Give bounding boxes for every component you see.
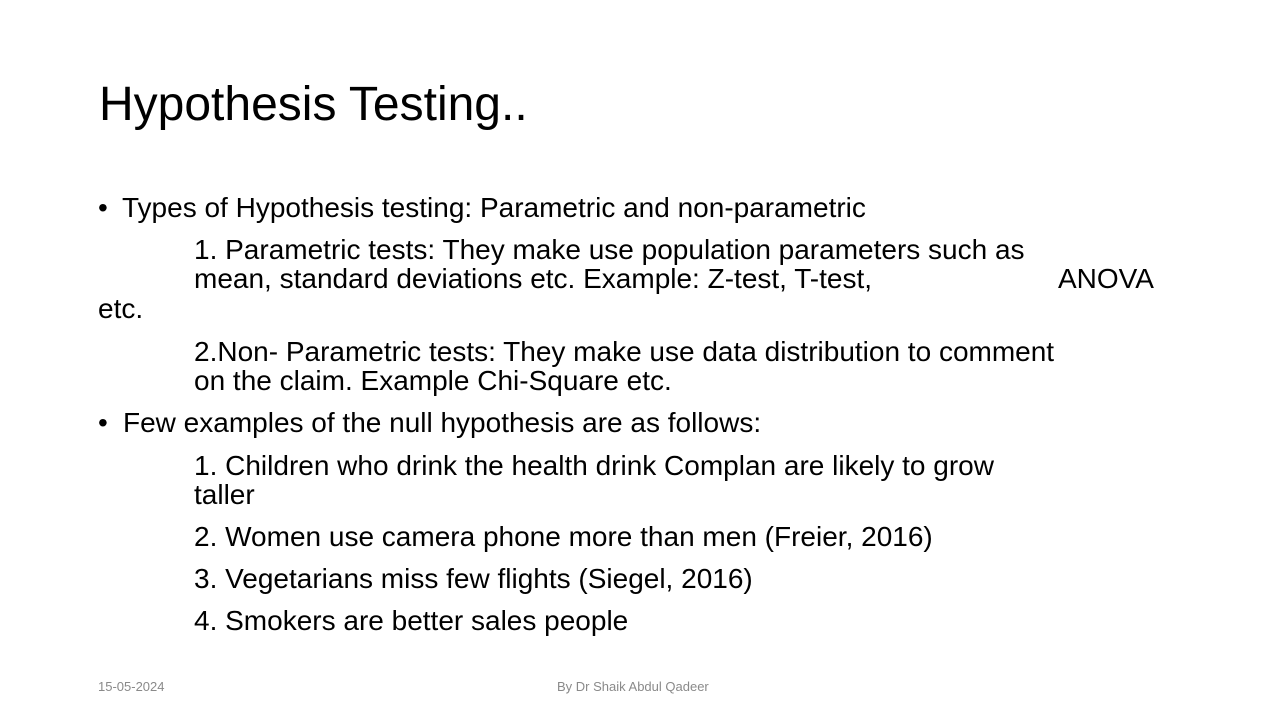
list-item-text: 3. Vegetarians miss few flights (Siegel,… [194, 563, 753, 594]
bullet-icon: • [98, 192, 108, 223]
bullet-icon: • [98, 407, 108, 438]
list-item-text: taller [194, 479, 255, 510]
list-item-text: mean, standard deviations etc. Example: … [194, 263, 873, 294]
slide-title: Hypothesis Testing.. [99, 78, 528, 131]
footer-date: 15-05-2024 [98, 679, 165, 694]
list-item-text: 2. Women use camera phone more than men … [194, 521, 933, 552]
footer-author: By Dr Shaik Abdul Qadeer [557, 679, 709, 694]
bullet-text: Few examples of the null hypothesis are … [123, 407, 762, 438]
list-item-text: on the claim. Example Chi-Square etc. [194, 365, 672, 396]
list-item-text: 4. Smokers are better sales people [194, 605, 629, 636]
list-item-text: 1. Children who drink the health drink C… [194, 450, 994, 481]
bullet-text: Types of Hypothesis testing: Parametric … [122, 192, 866, 223]
list-item-text: ANOVA [1058, 263, 1154, 294]
list-item-text: etc. [98, 293, 144, 324]
list-item-text: 1. Parametric tests: They make use popul… [194, 234, 1025, 265]
list-item-text: 2.Non- Parametric tests: They make use d… [194, 336, 1055, 367]
